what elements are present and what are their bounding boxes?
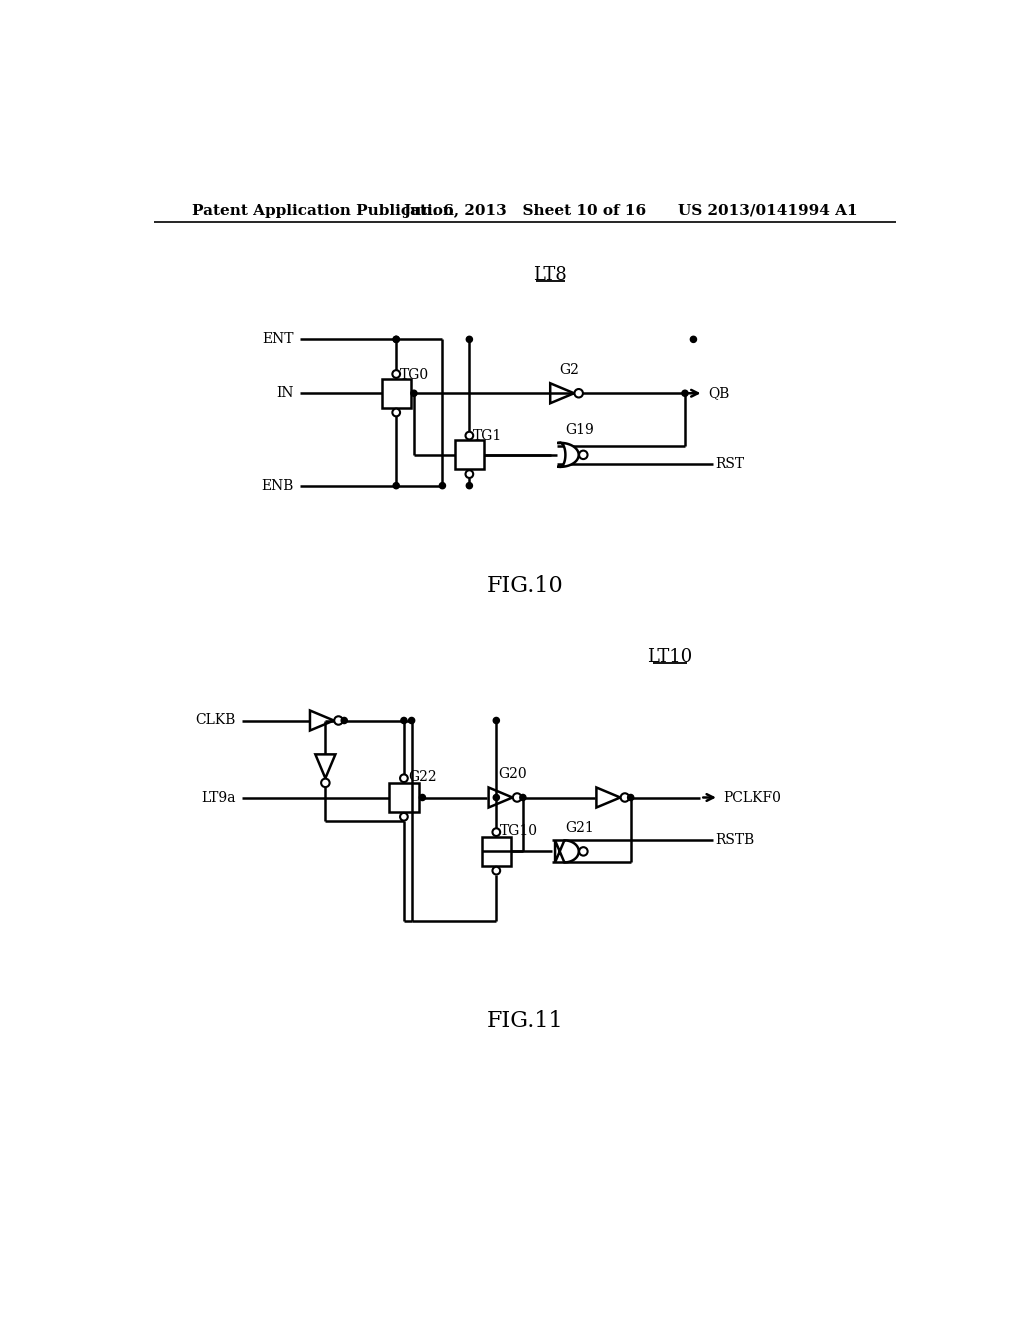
Circle shape [393,483,399,488]
Text: CLKB: CLKB [196,714,237,727]
Text: ENB: ENB [261,479,294,492]
Circle shape [493,829,500,836]
Circle shape [466,432,473,440]
Text: Jun. 6, 2013   Sheet 10 of 16: Jun. 6, 2013 Sheet 10 of 16 [403,203,646,218]
Bar [481,837,511,866]
Circle shape [334,717,343,725]
Circle shape [513,793,521,801]
Polygon shape [557,442,579,467]
Text: TG0: TG0 [400,368,429,381]
Text: RSTB: RSTB [716,833,755,847]
Text: G19: G19 [565,424,594,437]
Text: G20: G20 [498,767,526,781]
Text: RST: RST [716,457,744,471]
Circle shape [419,795,425,800]
Text: ENT: ENT [262,333,294,346]
Circle shape [341,718,347,723]
Text: TG1: TG1 [473,429,503,444]
Text: TG10: TG10 [500,824,539,838]
Circle shape [574,389,583,397]
Bar [389,783,419,812]
Bar [455,441,484,470]
Circle shape [690,337,696,342]
Text: G2: G2 [559,363,580,378]
Circle shape [411,391,417,396]
Circle shape [494,718,500,723]
Polygon shape [555,841,579,862]
Text: LT8: LT8 [534,267,567,284]
Text: FIG.10: FIG.10 [486,574,563,597]
Circle shape [400,775,408,781]
Circle shape [400,813,408,821]
Circle shape [409,718,415,723]
Circle shape [466,483,472,488]
Circle shape [439,483,445,488]
Text: QB: QB [708,387,729,400]
Text: G22: G22 [408,770,436,784]
Circle shape [392,370,400,378]
Circle shape [628,795,634,800]
Circle shape [393,337,399,342]
Circle shape [400,718,407,723]
Circle shape [580,847,588,855]
Circle shape [520,795,526,800]
Text: IN: IN [276,387,294,400]
Circle shape [494,795,500,800]
Circle shape [392,409,400,416]
Text: PCLKF0: PCLKF0 [724,791,781,804]
Text: LT10: LT10 [647,648,692,667]
Text: US 2013/0141994 A1: US 2013/0141994 A1 [678,203,857,218]
Circle shape [621,793,629,801]
Circle shape [466,337,472,342]
Text: FIG.11: FIG.11 [486,1010,563,1032]
Circle shape [493,867,500,875]
Circle shape [580,450,588,459]
Text: Patent Application Publication: Patent Application Publication [193,203,455,218]
Circle shape [682,391,688,396]
Circle shape [322,779,330,787]
Text: G21: G21 [565,821,594,836]
Circle shape [466,470,473,478]
Bar [382,379,411,408]
Text: LT9a: LT9a [202,791,237,804]
Circle shape [393,337,399,342]
